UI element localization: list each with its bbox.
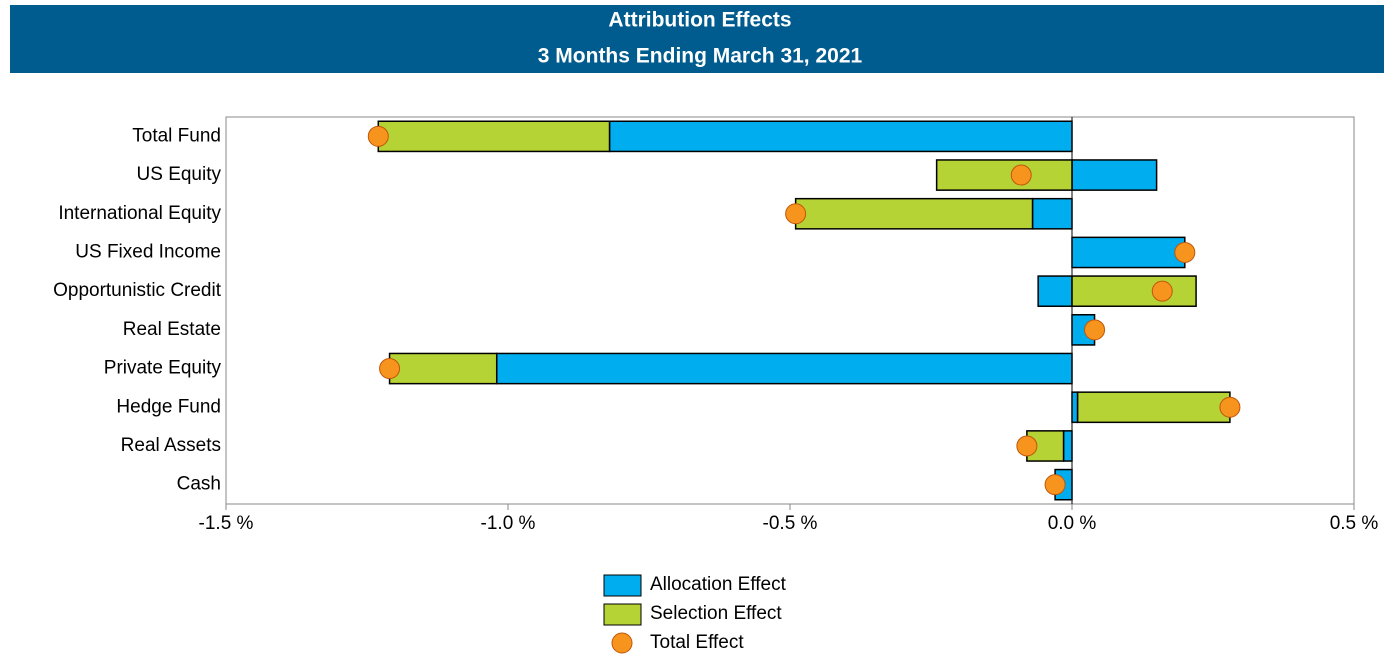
total-marker	[1010, 164, 1032, 186]
x-tick-label: 0.5 %	[1330, 513, 1379, 534]
x-tick-label: -1.5 %	[199, 513, 254, 534]
bar-segment	[608, 120, 1073, 153]
total-marker	[785, 203, 807, 225]
x-tick-label: -0.5 %	[763, 513, 818, 534]
bar-segment	[1071, 391, 1079, 424]
y-tick-label: Cash	[177, 474, 221, 495]
y-tick-label: Real Estate	[123, 319, 221, 340]
total-marker	[1044, 474, 1066, 496]
total-marker	[1219, 396, 1241, 418]
plot-frame	[225, 116, 1355, 505]
total-marker	[1151, 280, 1173, 302]
legend-label: Allocation Effect	[650, 574, 787, 595]
legend-swatch	[603, 574, 642, 597]
x-tick-label: -1.0 %	[481, 513, 536, 534]
y-tick-label: Private Equity	[104, 358, 222, 379]
bar-segment	[1031, 197, 1073, 230]
total-marker	[1174, 241, 1196, 263]
y-tick-label: Real Assets	[121, 435, 221, 456]
bar-segment	[377, 120, 611, 153]
bar-segment	[1062, 430, 1073, 462]
total-marker	[367, 125, 389, 147]
y-tick-label: US Fixed Income	[75, 241, 221, 262]
header-band	[10, 5, 1384, 73]
bar-segment	[1071, 236, 1186, 269]
bar-segment	[1071, 275, 1197, 307]
bar-segment	[388, 352, 498, 385]
y-tick-label: International Equity	[58, 203, 221, 224]
bar-segment	[1071, 159, 1158, 191]
bar-segment	[1076, 391, 1231, 424]
y-tick-label: Hedge Fund	[116, 396, 221, 417]
total-marker	[1084, 319, 1106, 341]
x-tick-label: 0.0 %	[1048, 513, 1097, 534]
y-tick-label: US Equity	[137, 164, 222, 185]
bar-segment	[1037, 275, 1073, 307]
legend-label: Total Effect	[650, 632, 744, 653]
total-marker	[1016, 435, 1038, 457]
bar-segment	[935, 159, 1073, 191]
bar-segment	[794, 197, 1034, 230]
legend-marker	[611, 632, 633, 654]
y-tick-label: Total Fund	[132, 125, 221, 146]
legend-swatch	[603, 603, 642, 626]
y-tick-label: Opportunistic Credit	[53, 280, 222, 301]
chart-subtitle: 3 Months Ending March 31, 2021	[538, 45, 863, 68]
header: Attribution Effects 3 Months Ending Marc…	[10, 5, 1384, 73]
total-marker	[379, 358, 401, 380]
legend-label: Selection Effect	[650, 603, 782, 624]
bar-segment	[495, 352, 1073, 385]
chart-title: Attribution Effects	[608, 9, 791, 32]
